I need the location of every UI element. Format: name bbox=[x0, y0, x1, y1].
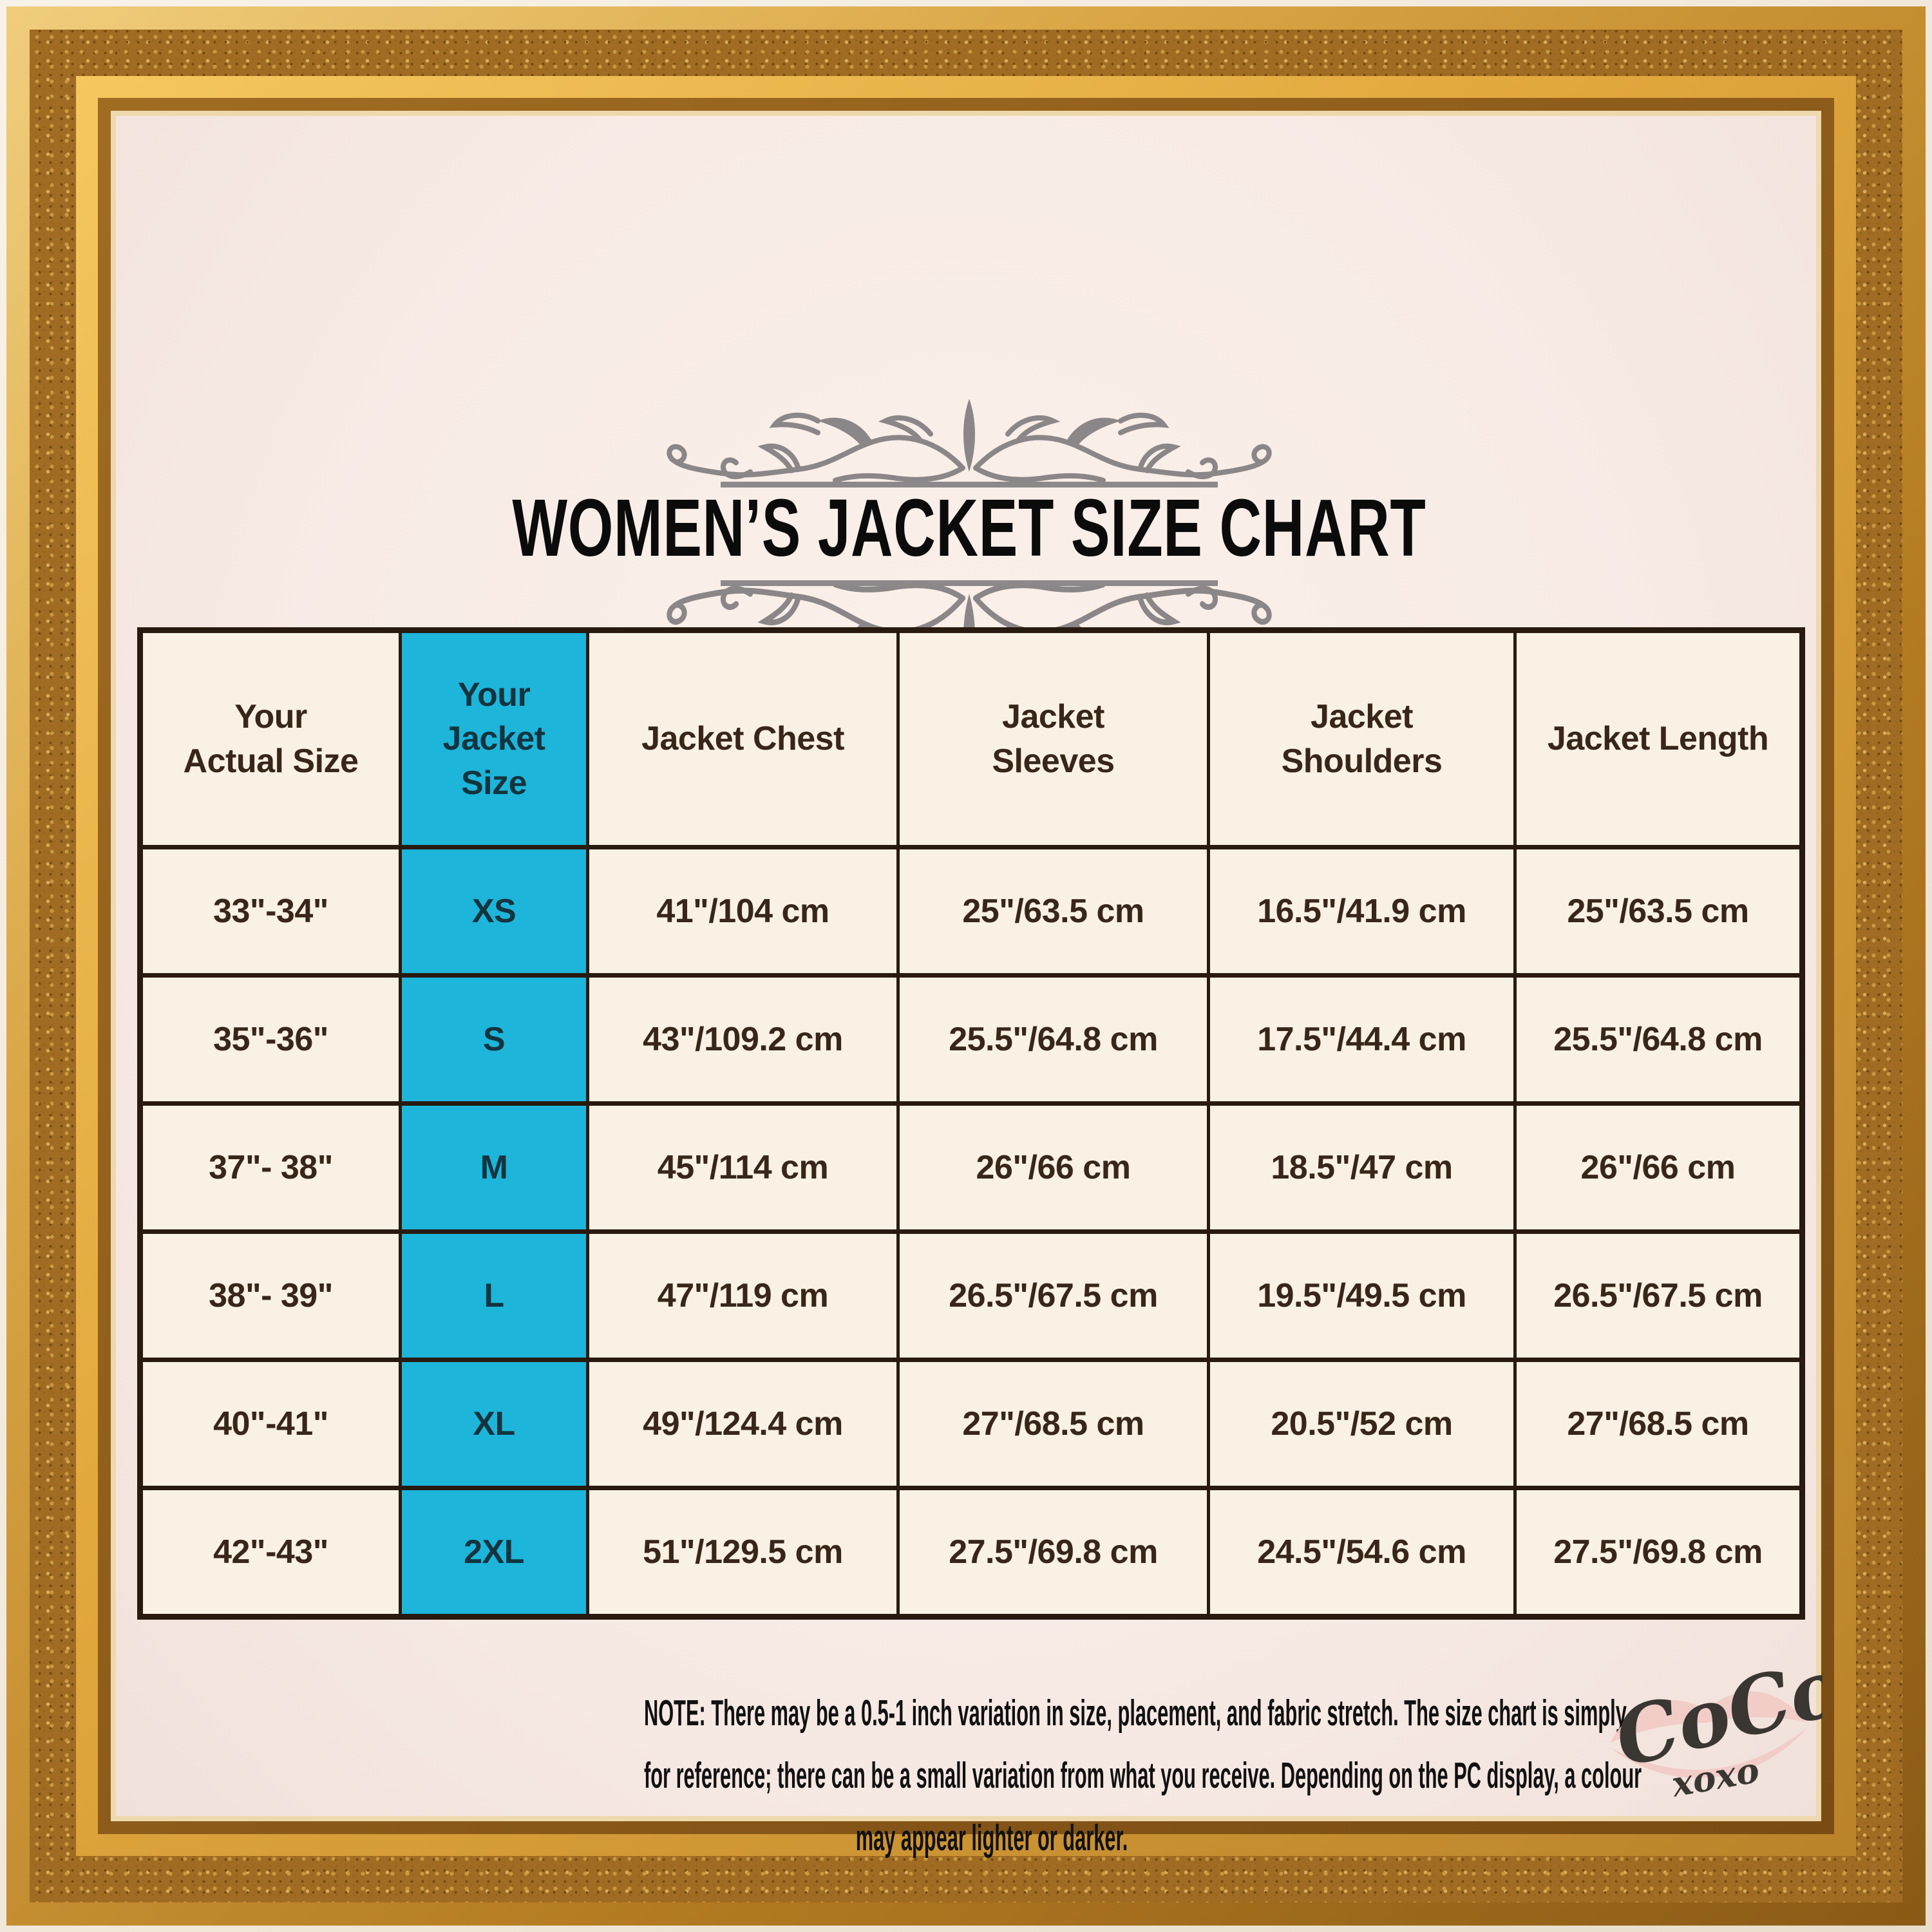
size-cell: L bbox=[402, 1234, 586, 1358]
footnote-line: for reference; there can be a small vari… bbox=[644, 1755, 1642, 1796]
ornament-flourish-icon bbox=[667, 399, 1278, 483]
column-header-your-jacket-size: Your Jacket Size bbox=[402, 633, 586, 845]
column-header-jacket-chest: Jacket Chest bbox=[589, 633, 896, 845]
column-header-jacket-shoulders: Jacket Shoulders bbox=[1210, 633, 1513, 845]
table-cell: 38"- 39" bbox=[143, 1234, 399, 1358]
column-header-jacket-length: Jacket Length bbox=[1517, 633, 1799, 845]
lips-kiss-icon bbox=[1610, 1691, 1808, 1778]
table-cell: 20.5"/52 cm bbox=[1210, 1362, 1513, 1486]
table-cell: 42"-43" bbox=[143, 1490, 399, 1614]
size-cell: 2XL bbox=[402, 1490, 586, 1614]
table-cell: 27.5"/69.8 cm bbox=[900, 1490, 1207, 1614]
table-cell: 33"-34" bbox=[143, 849, 399, 973]
size-chart-table: Your Actual Size Your Jacket Size Jacket… bbox=[137, 627, 1805, 1620]
footnote-line: NOTE: There may be a 0.5-1 inch variatio… bbox=[644, 1692, 1627, 1734]
table-cell: 49"/124.4 cm bbox=[589, 1362, 896, 1486]
footnote-line: may appear lighter or darker. bbox=[855, 1817, 1128, 1859]
table-cell: 18.5"/47 cm bbox=[1210, 1106, 1513, 1229]
table-cell: 27.5"/69.8 cm bbox=[1517, 1490, 1799, 1614]
table-cell: 27"/68.5 cm bbox=[900, 1362, 1207, 1486]
table-cell: 41"/104 cm bbox=[589, 849, 896, 973]
table-cell: 47"/119 cm bbox=[589, 1234, 896, 1358]
table-cell: 25"/63.5 cm bbox=[900, 849, 1207, 973]
footnote: NOTE: There may be a 0.5-1 inch variatio… bbox=[348, 1682, 1642, 1870]
size-cell: M bbox=[402, 1106, 586, 1229]
table-cell: 19.5"/49.5 cm bbox=[1210, 1234, 1513, 1358]
table-cell: 25.5"/64.8 cm bbox=[1517, 978, 1799, 1101]
table-cell: 27"/68.5 cm bbox=[1517, 1362, 1799, 1486]
title-divider-bottom bbox=[721, 580, 1218, 586]
table-cell: 17.5"/44.4 cm bbox=[1210, 978, 1513, 1101]
table-cell: 26"/66 cm bbox=[900, 1106, 1207, 1229]
table-cell: 25.5"/64.8 cm bbox=[900, 978, 1207, 1101]
table-cell: 25"/63.5 cm bbox=[1517, 849, 1799, 973]
size-cell: XL bbox=[402, 1362, 586, 1486]
table-cell: 37"- 38" bbox=[143, 1106, 399, 1229]
table-cell: 35"-36" bbox=[143, 978, 399, 1101]
page-title: WOMEN’S JACKET SIZE CHART bbox=[512, 482, 1426, 573]
table-cell: 24.5"/54.6 cm bbox=[1210, 1490, 1513, 1614]
table-cell: 26"/66 cm bbox=[1517, 1106, 1799, 1229]
table-cell: 51"/129.5 cm bbox=[589, 1490, 896, 1614]
table-cell: 40"-41" bbox=[143, 1362, 399, 1486]
brand-logo: CoCo xoxo bbox=[1606, 1641, 1823, 1805]
table-cell: 26.5"/67.5 cm bbox=[900, 1234, 1207, 1358]
table-cell: 26.5"/67.5 cm bbox=[1517, 1234, 1799, 1358]
column-header-your-actual-size: Your Actual Size bbox=[143, 633, 399, 845]
table-cell: 45"/114 cm bbox=[589, 1106, 896, 1229]
column-header-jacket-sleeves: Jacket Sleeves bbox=[900, 633, 1207, 845]
table-cell: 43"/109.2 cm bbox=[589, 978, 896, 1101]
size-cell: S bbox=[402, 978, 586, 1101]
size-cell: XS bbox=[402, 849, 586, 973]
table-cell: 16.5"/41.9 cm bbox=[1210, 849, 1513, 973]
title-divider-top bbox=[721, 482, 1218, 488]
